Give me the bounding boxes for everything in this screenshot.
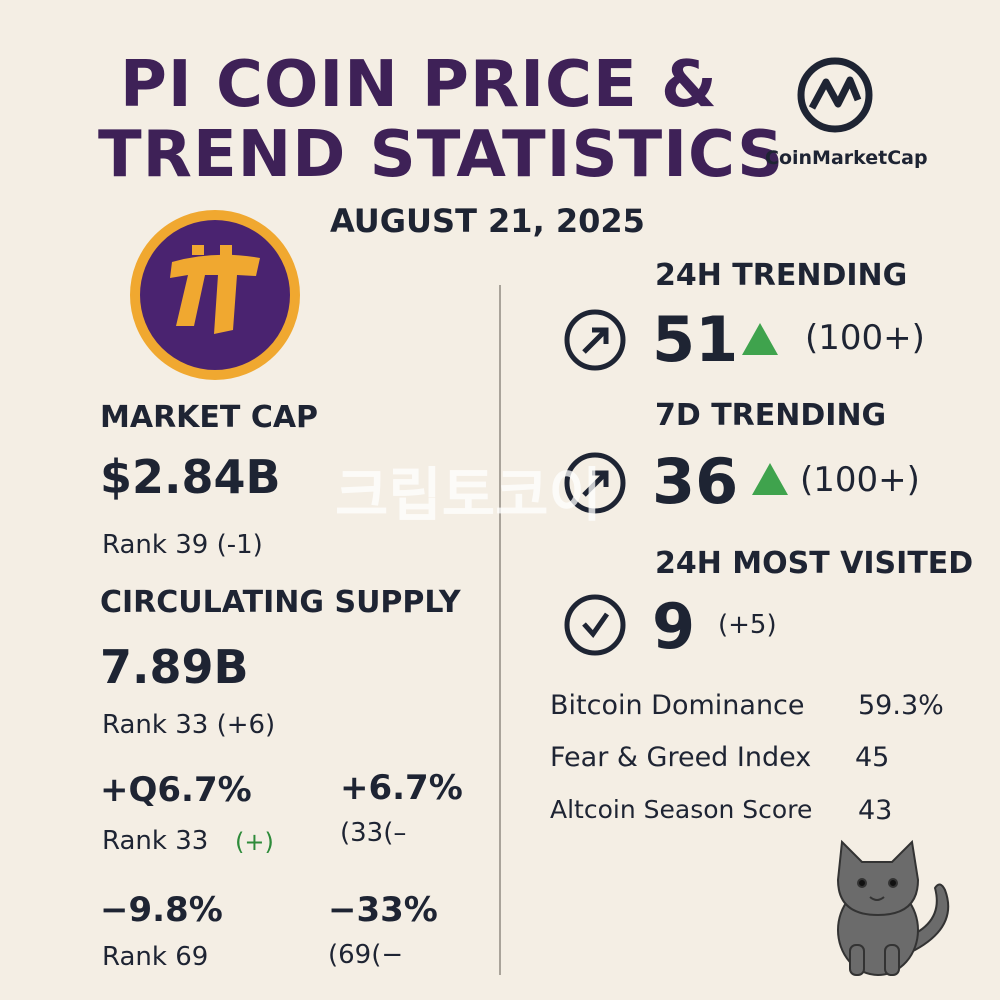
change: (100+) [800,460,920,500]
rank: (33(– [340,818,407,848]
stat-label: Fear & Greed Index [550,742,812,773]
pi-logo [130,210,300,380]
change-value: −33% [328,890,438,930]
rank: Rank 39 (-1) [102,530,263,560]
cmc-logo [797,57,873,133]
stat-label: Bitcoin Dominance [550,690,805,721]
stat-label: Altcoin Season Score [550,795,813,824]
rank: (69(− [328,940,404,970]
change-value: +Q6.7% [100,770,252,810]
value: $2.84B [100,450,281,504]
label: 24H MOST VISITED [655,546,974,581]
stat-value: 43 [858,795,893,826]
title: TREND STATISTICS [98,118,785,192]
title: PI COIN PRICE & [120,48,718,122]
value: 9 [652,590,696,663]
stat-value: 45 [855,742,890,773]
label: MARKET CAP [100,400,319,435]
stat-value: 59.3% [858,690,944,721]
label: 24H TRENDING [655,258,908,293]
brand: CoinMarketCap [765,147,928,169]
rank: Rank 33 [102,826,209,856]
label: CIRCULATING SUPPLY [100,585,461,620]
change-value: +6.7% [340,768,463,808]
change: (100+) [805,318,925,358]
icons [564,309,626,656]
label: 7D TRENDING [655,398,887,433]
rank: Rank 69 [102,942,209,972]
value: 36 [652,445,739,518]
date: AUGUST 21, 2025 [330,202,645,240]
up-triangle [752,463,788,495]
rank-change: (+) [235,828,274,856]
value: 7.89B [100,640,249,694]
change-value: −9.8% [100,890,223,930]
change: (+5) [718,610,777,640]
value: 51 [652,303,739,376]
rank: Rank 33 (+6) [102,710,276,740]
cat [836,839,950,976]
up-triangle [742,323,778,355]
watermark: 크립토코이 [335,461,602,529]
